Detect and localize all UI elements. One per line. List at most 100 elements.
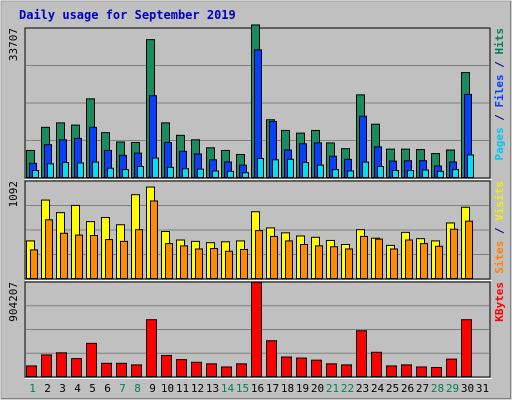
bar-sites-day-30 xyxy=(465,220,473,280)
x-tick-label: 21 xyxy=(326,382,339,395)
bar-kbytes-day-11 xyxy=(176,359,187,377)
bar-pages-day-14 xyxy=(227,170,234,179)
panel-middle-legend: Sites / Visits xyxy=(493,181,506,274)
x-tick-label: 7 xyxy=(119,382,126,395)
bar-sites-day-28 xyxy=(435,245,443,280)
legend-entry: Visits xyxy=(493,181,506,221)
x-tick-label: 2 xyxy=(44,382,51,395)
panel-bottom-legend: KBytes xyxy=(493,282,506,322)
bar-kbytes-day-22 xyxy=(341,364,352,378)
bar-kbytes-day-21 xyxy=(326,363,337,377)
x-tick-label: 3 xyxy=(59,382,66,395)
bar-sites-day-10 xyxy=(165,243,173,280)
bar-sites-day-5 xyxy=(90,235,98,279)
x-tick-label: 22 xyxy=(341,382,354,395)
series-pages xyxy=(32,154,474,179)
bar-sites-day-17 xyxy=(270,235,278,280)
bar-pages-day-6 xyxy=(107,167,114,179)
series-files xyxy=(29,49,472,179)
x-tick-label: 16 xyxy=(251,382,264,395)
x-tick-label: 15 xyxy=(236,382,249,395)
x-tick-label: 27 xyxy=(416,382,429,395)
x-tick-label: 24 xyxy=(371,382,385,395)
bar-pages-day-28 xyxy=(437,170,444,179)
bar-pages-day-21 xyxy=(332,169,339,179)
bar-pages-day-7 xyxy=(122,169,129,179)
bar-kbytes-day-17 xyxy=(266,340,277,377)
series-sites xyxy=(30,200,473,280)
x-tick-label: 8 xyxy=(134,382,141,395)
bar-pages-day-13 xyxy=(212,170,219,178)
bar-sites-day-12 xyxy=(195,248,203,280)
bar-kbytes-day-14 xyxy=(221,366,232,378)
x-tick-label: 12 xyxy=(191,382,204,395)
bar-kbytes-day-27 xyxy=(416,366,427,378)
bar-sites-day-6 xyxy=(105,239,113,279)
bar-kbytes-day-16 xyxy=(251,282,262,377)
x-tick-label: 10 xyxy=(161,382,174,395)
x-tick-label: 23 xyxy=(356,382,369,395)
bar-kbytes-day-1 xyxy=(26,365,37,377)
bar-sites-day-23 xyxy=(360,235,368,280)
bar-pages-day-9 xyxy=(152,157,159,179)
bar-sites-day-9 xyxy=(150,200,158,280)
panel-top: 33707 Pages / Files / Hits xyxy=(7,24,506,180)
bar-kbytes-day-29 xyxy=(446,358,457,377)
bar-kbytes-day-5 xyxy=(86,342,97,378)
bar-sites-day-26 xyxy=(405,239,413,279)
x-tick-label: 18 xyxy=(281,382,294,395)
x-tick-label: 14 xyxy=(221,382,235,395)
bar-pages-day-16 xyxy=(257,157,264,179)
bar-kbytes-day-15 xyxy=(236,363,247,377)
bar-kbytes-day-24 xyxy=(371,351,382,378)
bar-kbytes-day-30 xyxy=(461,319,472,378)
bar-pages-day-23 xyxy=(362,161,369,178)
x-tick-label: 1 xyxy=(29,382,36,395)
bar-kbytes-day-23 xyxy=(356,330,367,378)
x-tick-label: 28 xyxy=(431,382,444,395)
bar-pages-day-10 xyxy=(167,166,174,178)
legend-entry: Hits xyxy=(493,28,506,55)
bar-sites-day-8 xyxy=(135,229,143,279)
bar-kbytes-day-18 xyxy=(281,356,292,377)
chart-title: Daily usage for September 2019 xyxy=(19,8,236,22)
bar-sites-day-13 xyxy=(210,248,218,280)
bar-sites-day-27 xyxy=(420,243,428,280)
x-tick-label: 25 xyxy=(386,382,399,395)
bar-kbytes-day-28 xyxy=(431,367,442,378)
bar-pages-day-30 xyxy=(467,154,474,179)
bar-pages-day-25 xyxy=(392,169,399,178)
bar-pages-day-4 xyxy=(77,162,84,179)
bar-kbytes-day-26 xyxy=(401,364,412,378)
series-kbytes xyxy=(26,282,472,378)
bar-pages-day-20 xyxy=(317,164,324,179)
bar-kbytes-day-13 xyxy=(206,363,217,377)
x-axis: 1 2 3 4 5 6 7 8 9 10 11 12 13 14 15 16 17 18 19 20 21 22 23 24 2… xyxy=(29,382,489,395)
x-tick-label: 31 xyxy=(476,382,489,395)
x-tick-label: 13 xyxy=(206,382,219,395)
panel-middle-ymax-label: 1092 xyxy=(7,181,20,208)
bar-sites-day-14 xyxy=(225,250,233,280)
bar-pages-day-12 xyxy=(197,168,204,178)
bar-sites-day-25 xyxy=(390,248,398,280)
bar-pages-day-1 xyxy=(32,169,39,178)
x-tick-label: 6 xyxy=(104,382,111,395)
bar-pages-day-22 xyxy=(347,170,354,178)
bar-kbytes-day-20 xyxy=(311,359,322,377)
bar-kbytes-day-6 xyxy=(101,362,112,378)
legend-entry: / xyxy=(493,221,506,241)
bar-sites-day-19 xyxy=(300,244,308,279)
bar-pages-day-19 xyxy=(302,161,309,178)
bar-sites-day-22 xyxy=(345,248,353,280)
panel-top-ymax-label: 33707 xyxy=(7,28,20,61)
bar-sites-day-11 xyxy=(180,245,188,280)
legend-entry: Files xyxy=(493,74,506,107)
legend-entry: Pages xyxy=(493,127,506,160)
x-tick-label: 19 xyxy=(296,382,309,395)
bar-kbytes-day-4 xyxy=(71,358,82,378)
bar-pages-day-3 xyxy=(62,161,69,178)
bar-sites-day-18 xyxy=(285,240,293,280)
bar-pages-day-18 xyxy=(287,158,294,178)
panel-top-legend: Pages / Files / Hits xyxy=(493,28,506,161)
